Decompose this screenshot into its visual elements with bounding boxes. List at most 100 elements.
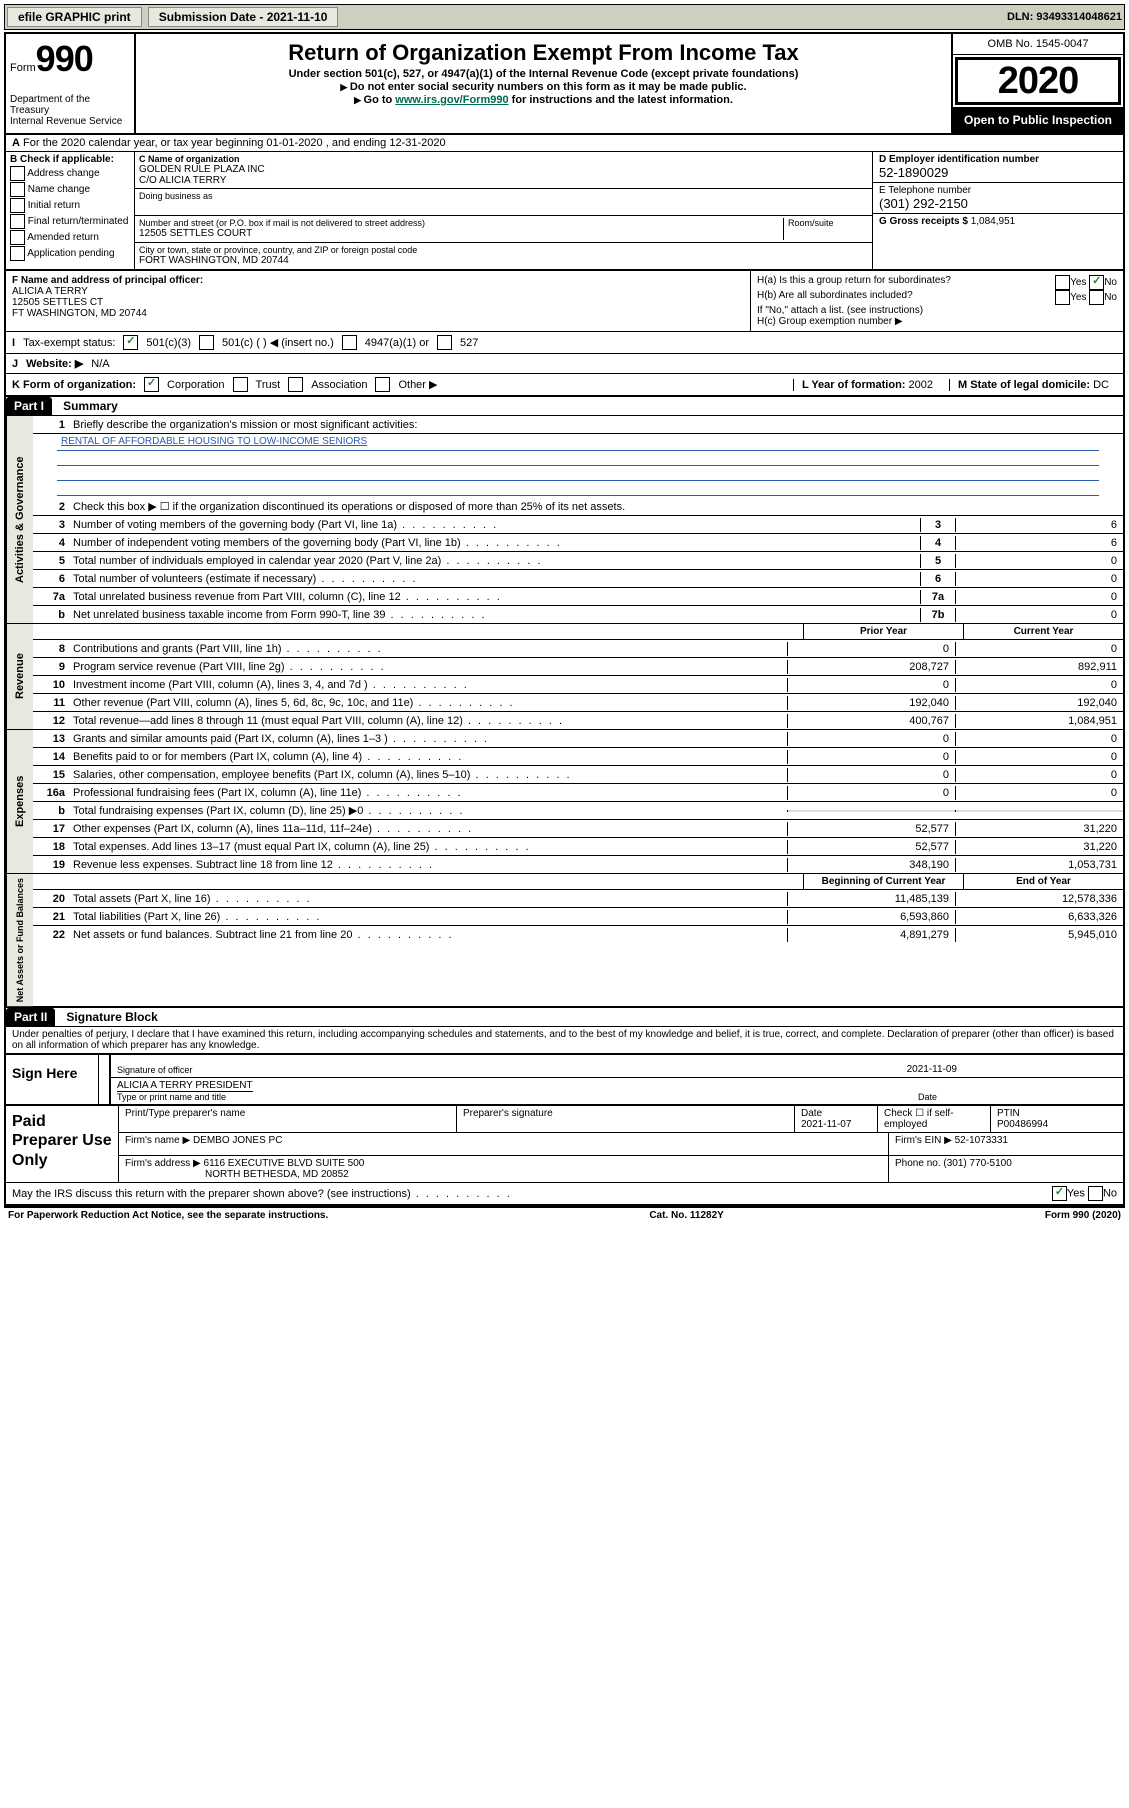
ha-label: H(a) Is this a group return for subordin… [757,275,951,290]
rev-line-8: 8 Contributions and grants (Part VIII, l… [33,640,1123,658]
header-row: Form990 Department of the Treasury Inter… [6,34,1123,135]
form990-link[interactable]: www.irs.gov/Form990 [395,94,508,106]
org-co: C/O ALICIA TERRY [139,175,868,186]
ag-line-4: 4 Number of independent voting members o… [33,534,1123,552]
hb-yes-check[interactable] [1055,290,1070,305]
trust-check[interactable] [233,377,248,392]
ptin-value: P00486994 [997,1119,1048,1130]
self-employed-check-label: Check ☐ if self-employed [884,1108,954,1130]
501c-check[interactable] [199,335,214,350]
assoc-check[interactable] [288,377,303,392]
date-label: Date [918,1092,937,1102]
block-m-label: M State of legal domicile: [958,379,1090,391]
sub3-suffix: for instructions and the latest informat… [509,94,733,106]
year-formation: 2002 [909,379,933,391]
sub3-prefix: Go to [364,94,396,106]
application-pending-check[interactable] [10,246,25,261]
vtab-activities: Activities & Governance [6,416,33,623]
ag-line-7a: 7a Total unrelated business revenue from… [33,588,1123,606]
part-i-title: Summary [55,397,126,415]
sig-officer-label: Signature of officer [117,1065,192,1075]
dln-text: DLN: 93493314048621 [1007,11,1122,23]
current-year-header: Current Year [963,624,1123,639]
ag-line-6: 6 Total number of volunteers (estimate i… [33,570,1123,588]
vtab-expenses: Expenses [6,730,33,873]
prep-date-value: 2021-11-07 [801,1119,851,1130]
prep-date-header: Date [801,1108,822,1119]
telephone-value: (301) 292-2150 [879,196,1117,211]
discuss-yes-check[interactable]: ✓ [1052,1186,1067,1201]
mission-blank-3 [57,481,1099,496]
exp-line-b: b Total fundraising expenses (Part IX, c… [33,802,1123,820]
header-left: Form990 Department of the Treasury Inter… [6,34,136,133]
mission-text: RENTAL OF AFFORDABLE HOUSING TO LOW-INCO… [57,436,1099,451]
na-line-22: 22 Net assets or fund balances. Subtract… [33,926,1123,943]
tax-exempt-label: Tax-exempt status: [23,337,115,349]
sig-date-value: 2021-11-09 [907,1064,957,1075]
form-title: Return of Organization Exempt From Incom… [144,40,943,66]
block-b: B Check if applicable: Address change Na… [6,152,135,269]
initial-return-check[interactable] [10,198,25,213]
sign-arrow-icon [99,1055,111,1104]
top-bar: efile GRAPHIC print Submission Date - 20… [4,4,1125,30]
hc-label: H(c) Group exemption number ▶ [757,316,1117,327]
subtitle3: Go to www.irs.gov/Form990 for instructio… [144,94,943,106]
ha-no-check[interactable]: ✓ [1089,275,1104,290]
corp-check[interactable]: ✓ [144,377,159,392]
final-return-check[interactable] [10,214,25,229]
block-d-label: D Employer identification number [879,154,1117,165]
ha-yes-check[interactable] [1055,275,1070,290]
part-i-header: Part I [6,397,52,415]
line2-text: Check this box ▶ ☐ if the organization d… [69,499,1123,514]
4947-check[interactable] [342,335,357,350]
527-check[interactable] [437,335,452,350]
ag-line-7b: b Net unrelated business taxable income … [33,606,1123,623]
officer-street: 12505 SETTLES CT [12,297,744,308]
discuss-text: May the IRS discuss this return with the… [12,1188,512,1200]
501c-lbl: 501(c) ( ) ◀ (insert no.) [222,336,334,349]
address-change-check[interactable] [10,166,25,181]
paid-preparer-block: Paid Preparer Use Only Print/Type prepar… [6,1104,1123,1182]
efile-print-button[interactable]: efile GRAPHIC print [7,7,142,27]
hb-note: If "No," attach a list. (see instruction… [757,305,1117,316]
vtab-revenue: Revenue [6,624,33,729]
paid-preparer-label: Paid Preparer Use Only [6,1106,119,1182]
tax-year-text: For the 2020 calendar year, or tax year … [23,137,446,149]
block-klm: K Form of organization: ✓ Corporation Tr… [6,374,1123,397]
firm-name-label: Firm's name ▶ [125,1135,190,1146]
subtitle2: Do not enter social security numbers on … [144,81,943,93]
block-f-label: F Name and address of principal officer: [12,275,744,286]
rev-line-12: 12 Total revenue—add lines 8 through 11 … [33,712,1123,729]
hb-label: H(b) Are all subordinates included? [757,290,913,305]
submission-date-button[interactable]: Submission Date - 2021-11-10 [148,7,339,27]
amended-return-lbl: Amended return [27,232,99,243]
header-center: Return of Organization Exempt From Incom… [136,34,951,133]
type-label: Type or print name and title [117,1091,253,1102]
exp-line-17: 17 Other expenses (Part IX, column (A), … [33,820,1123,838]
other-check[interactable] [375,377,390,392]
firm-ein-value: 52-1073331 [955,1135,1008,1146]
exp-line-15: 15 Salaries, other compensation, employe… [33,766,1123,784]
corp-lbl: Corporation [167,379,224,391]
declaration-text: Under penalties of perjury, I declare th… [6,1026,1123,1053]
501c3-check[interactable]: ✓ [123,335,138,350]
amended-return-check[interactable] [10,230,25,245]
boy-header: Beginning of Current Year [803,874,963,889]
exp-line-19: 19 Revenue less expenses. Subtract line … [33,856,1123,873]
hb-no-check[interactable] [1089,290,1104,305]
expenses-section: Expenses 13 Grants and similar amounts p… [6,730,1123,874]
ha-no: No [1104,277,1117,288]
discuss-no-check[interactable] [1088,1186,1103,1201]
block-l-label: L Year of formation: [802,379,906,391]
name-change-check[interactable] [10,182,25,197]
city-value: FORT WASHINGTON, MD 20744 [139,255,868,266]
footer-mid: Cat. No. 11282Y [649,1210,723,1221]
eoy-header: End of Year [963,874,1123,889]
rev-line-10: 10 Investment income (Part VIII, column … [33,676,1123,694]
mission-blank-1 [57,451,1099,466]
block-g-label: G Gross receipts $ [879,216,968,227]
preparer-name-header: Print/Type preparer's name [125,1108,245,1119]
firm-name-value: DEMBO JONES PC [193,1135,282,1146]
trust-lbl: Trust [256,379,281,391]
mission-lines: RENTAL OF AFFORDABLE HOUSING TO LOW-INCO… [57,436,1099,496]
